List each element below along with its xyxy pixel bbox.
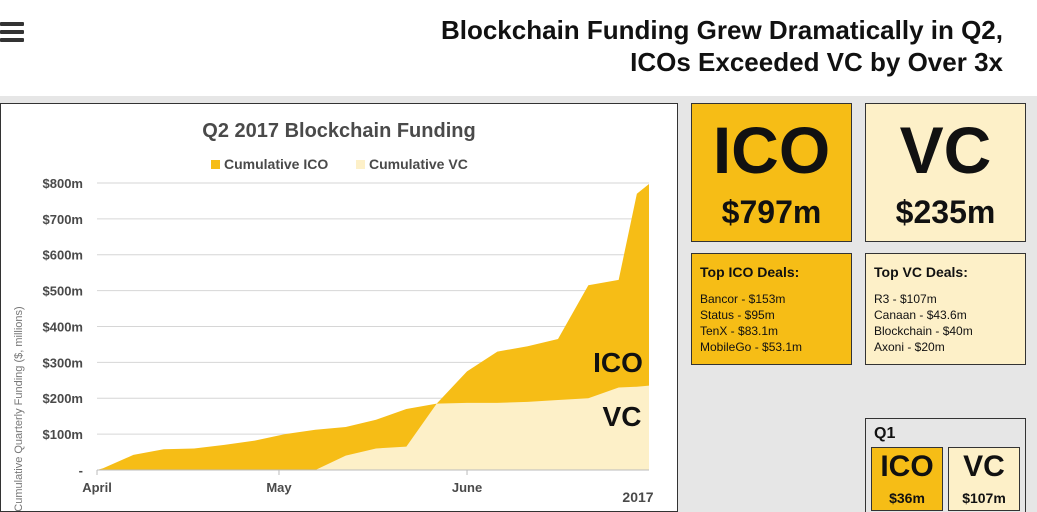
- y-tick-label: $200m: [43, 391, 83, 406]
- vc-deal-item: Canaan - $43.6m: [874, 308, 967, 322]
- q1-ico-value: $36m: [889, 490, 925, 506]
- y-tick-label: $800m: [43, 176, 83, 191]
- q1-title: Q1: [874, 425, 896, 442]
- q1-vc-card: VC $107m: [948, 447, 1020, 511]
- ico-total-card: ICO $797m: [691, 103, 852, 242]
- legend-swatch-vc: [356, 160, 365, 169]
- legend-swatch-ico: [211, 160, 220, 169]
- q1-ico-card: ICO $36m: [871, 447, 943, 511]
- top-ico-deals-title: Top ICO Deals:: [700, 264, 800, 280]
- area-label-vc: VC: [603, 401, 642, 432]
- ico-total-label: ICO: [712, 113, 831, 187]
- q1-ico-label: ICO: [880, 450, 934, 483]
- ico-deal-item: MobileGo - $53.1m: [700, 340, 803, 354]
- legend-label-ico: Cumulative ICO: [224, 156, 328, 172]
- ico-total-value: $797m: [721, 194, 822, 230]
- y-tick-label: $100m: [43, 427, 83, 442]
- year-label: 2017: [622, 489, 653, 505]
- vc-total-card: VC $235m: [865, 103, 1026, 242]
- legend-label-vc: Cumulative VC: [369, 156, 468, 172]
- menu-bar: [0, 30, 24, 34]
- menu-bar: [0, 22, 24, 26]
- x-tick-label: April: [82, 480, 112, 495]
- ico-deal-item: Status - $95m: [700, 308, 775, 322]
- area-cumulative-vc: [97, 385, 649, 470]
- vc-total-value: $235m: [895, 194, 996, 230]
- vc-total-label: VC: [899, 113, 992, 187]
- q1-vc-value: $107m: [962, 490, 1006, 506]
- top-ico-deals-list: Bancor - $153m Status - $95m TenX - $83.…: [700, 291, 802, 355]
- y-tick-label: $700m: [43, 212, 83, 227]
- y-tick-label: $300m: [43, 355, 83, 370]
- menu-icon[interactable]: [0, 22, 24, 44]
- y-tick-label: $500m: [43, 284, 83, 299]
- chart-title: Q2 2017 Blockchain Funding: [202, 120, 475, 142]
- chart-panel: Q2 2017 Blockchain Funding Cumulative IC…: [0, 103, 678, 512]
- top-vc-deals-title: Top VC Deals:: [874, 264, 968, 280]
- funding-chart: Q2 2017 Blockchain Funding Cumulative IC…: [13, 120, 654, 511]
- chart-legend: Cumulative ICO Cumulative VC: [211, 156, 468, 172]
- y-axis-label: Cumulative Quarterly Funding ($, million…: [13, 306, 25, 511]
- vc-deal-item: Axoni - $20m: [874, 340, 945, 354]
- title-line-2: ICOs Exceeded VC by Over 3x: [630, 47, 1003, 77]
- y-tick-label: -: [79, 463, 83, 478]
- q1-panel: Q1 ICO $36m VC $107m: [865, 418, 1026, 512]
- top-vc-deals-list: R3 - $107m Canaan - $43.6m Blockchain - …: [874, 291, 973, 355]
- title-line-1: Blockchain Funding Grew Dramatically in …: [440, 15, 1003, 45]
- ico-deal-item: TenX - $83.1m: [700, 324, 779, 338]
- q1-vc-label: VC: [963, 450, 1005, 483]
- y-tick-label: $600m: [43, 248, 83, 263]
- x-tick-label: June: [452, 480, 482, 495]
- area-layer: [97, 184, 649, 470]
- ico-deal-item: Bancor - $153m: [700, 292, 786, 306]
- axis-layer: - $100m $200m $300m $400m $500m $600m $700m $800…: [43, 176, 649, 495]
- x-tick-label: May: [266, 480, 292, 495]
- top-ico-deals-card: Top ICO Deals: Bancor - $153m Status - $…: [691, 253, 852, 365]
- menu-bar: [0, 38, 24, 42]
- page-title: Blockchain Funding Grew Dramatically in …: [441, 14, 1003, 78]
- area-label-ico: ICO: [593, 347, 643, 378]
- top-vc-deals-card: Top VC Deals: R3 - $107m Canaan - $43.6m…: [865, 253, 1026, 365]
- vc-deal-item: Blockchain - $40m: [874, 324, 973, 338]
- grid-layer: [97, 182, 649, 435]
- area-cumulative-ico: [97, 184, 649, 470]
- y-tick-label: $400m: [43, 319, 83, 334]
- vc-deal-item: R3 - $107m: [874, 292, 937, 306]
